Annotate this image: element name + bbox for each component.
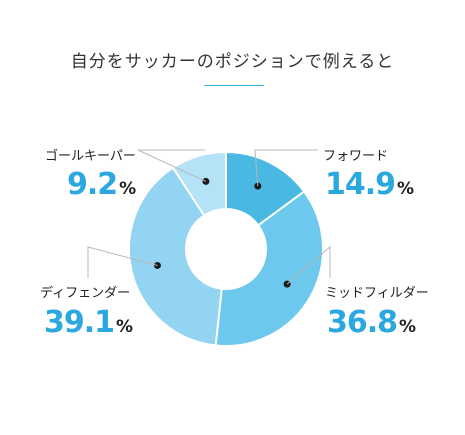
slice-label-goalkeeper: ゴールキーパー: [45, 149, 136, 164]
leader-line-midfielder: [286, 245, 331, 285]
slice-value-forward: 14.9%: [325, 170, 414, 200]
slice-value-unit: %: [397, 179, 415, 199]
slice-defender: [128, 166, 223, 347]
slice-value-midfielder: 36.8%: [327, 308, 416, 338]
leader-line-defender: [87, 246, 158, 278]
slice-label-forward: フォワード: [323, 149, 389, 164]
slice-label-defender: ディフェンダー: [40, 286, 131, 301]
slice-value-number: 36.8: [327, 305, 398, 340]
slice-value-unit: %: [399, 317, 417, 337]
slice-goalkeeper: [171, 150, 227, 217]
slice-value-unit: %: [119, 179, 137, 199]
slice-midfielder: [214, 190, 324, 347]
slice-value-unit: %: [116, 317, 134, 337]
slice-value-number: 39.1: [44, 305, 115, 340]
slice-value-number: 14.9: [325, 167, 396, 202]
leader-line-forward: [254, 149, 318, 187]
slice-value-number: 9.2: [67, 167, 118, 202]
leader-line-goalkeeper: [137, 149, 207, 182]
title-underline: [204, 85, 264, 86]
slice-value-defender: 39.1%: [44, 308, 133, 338]
slice-label-midfielder: ミッドフィルダー: [325, 286, 429, 301]
slice-value-goalkeeper: 9.2%: [67, 170, 136, 200]
chart-title: 自分をサッカーのポジションで例えると: [70, 52, 395, 72]
